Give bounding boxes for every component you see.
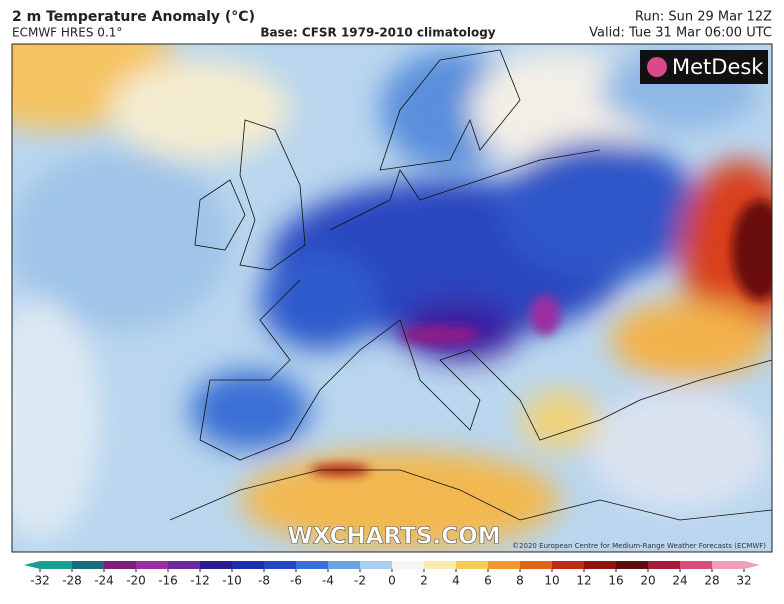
run: Run: Sun 29 Mar 12Z xyxy=(635,10,772,25)
colorbar-segment xyxy=(488,561,521,569)
colorbar-segment xyxy=(232,561,265,569)
colorbar-label: 12 xyxy=(576,574,591,588)
colorbar-label: -6 xyxy=(290,574,302,588)
colorbar-segment xyxy=(264,561,297,569)
logo-icon xyxy=(647,57,667,77)
colorbar-segment xyxy=(424,561,457,569)
colorbar-segment xyxy=(168,561,201,569)
colorbar-segment xyxy=(520,561,553,569)
colorbar-segment xyxy=(40,561,73,569)
copyright: ©2020 European Centre for Medium-Range W… xyxy=(512,542,766,550)
logo: MetDesk xyxy=(672,55,764,79)
colorbar-segment xyxy=(648,561,681,569)
colorbar-segment xyxy=(200,561,233,569)
colorbar-segment xyxy=(328,561,361,569)
colorbar-label: 20 xyxy=(640,574,655,588)
colorbar-arrow xyxy=(744,561,760,569)
colorbar-segment xyxy=(360,561,393,569)
colorbar-segment xyxy=(104,561,137,569)
colorbar-label: -32 xyxy=(30,574,50,588)
colorbar-segment xyxy=(392,561,425,569)
colorbar-segment xyxy=(680,561,713,569)
colorbar-segment xyxy=(712,561,745,569)
colorbar-label: -20 xyxy=(126,574,146,588)
colorbar-label: 0 xyxy=(388,574,396,588)
watermark: WXCHARTS.COM xyxy=(287,524,500,550)
colorbar-label: -28 xyxy=(62,574,82,588)
colorbar-label: -8 xyxy=(258,574,270,588)
colorbar-segment xyxy=(584,561,617,569)
colorbar-segment xyxy=(72,561,105,569)
colorbar-segment xyxy=(296,561,329,569)
colorbar-label: 28 xyxy=(704,574,719,588)
colorbar-label: -2 xyxy=(354,574,366,588)
base: Base: CFSR 1979-2010 climatology xyxy=(260,26,495,40)
colorbar-label: -4 xyxy=(322,574,334,588)
colorbar-label: 4 xyxy=(452,574,460,588)
colorbar-label: 6 xyxy=(484,574,492,588)
map: MetDesk WXCHARTS.COM ©2020 European Cent… xyxy=(12,44,772,552)
colorbar-label: -24 xyxy=(94,574,114,588)
colorbar-label: 10 xyxy=(544,574,559,588)
colorbar-label: 16 xyxy=(608,574,623,588)
colorbar-label: -12 xyxy=(190,574,210,588)
valid: Valid: Tue 31 Mar 06:00 UTC xyxy=(589,26,772,41)
colorbar-segment xyxy=(616,561,649,569)
colorbar-segment xyxy=(136,561,169,569)
title: 2 m Temperature Anomaly (°C) xyxy=(12,9,255,25)
colorbar-label: 24 xyxy=(672,574,687,588)
colorbar-segment xyxy=(552,561,585,569)
model: ECMWF HRES 0.1° xyxy=(12,26,122,40)
colorbar-segment xyxy=(456,561,489,569)
colorbar-label: 8 xyxy=(516,574,524,588)
colorbar-arrow xyxy=(24,561,40,569)
colorbar-label: -16 xyxy=(158,574,178,588)
colorbar-label: 2 xyxy=(420,574,428,588)
colorbar-label: 32 xyxy=(736,574,751,588)
colorbar-label: -10 xyxy=(222,574,242,588)
map-frame xyxy=(11,43,773,553)
